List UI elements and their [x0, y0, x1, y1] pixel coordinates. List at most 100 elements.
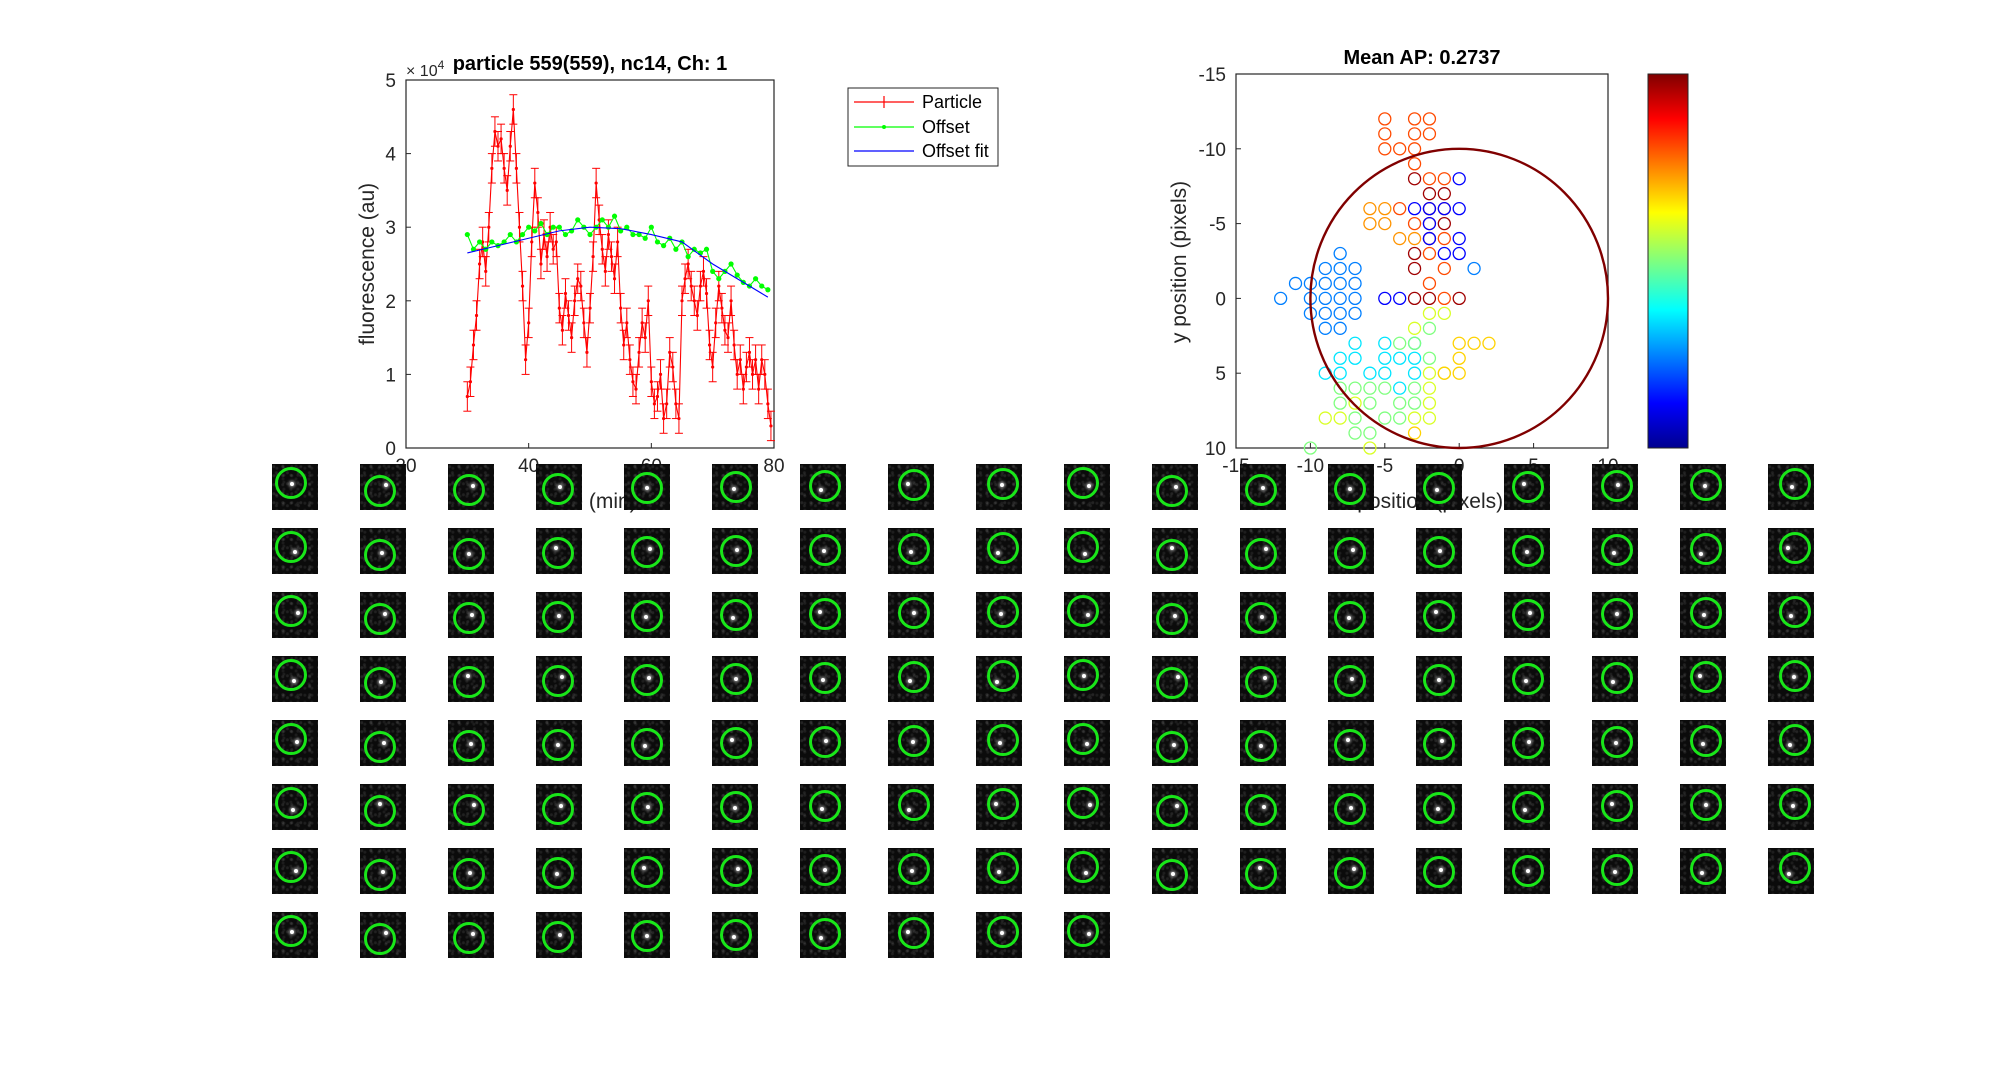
- left-ytick-label: 4: [385, 145, 396, 166]
- position-point: [1407, 411, 1422, 425]
- position-point: [1348, 411, 1362, 425]
- left-ytick-label: 5: [385, 71, 396, 92]
- particle-point: [524, 358, 528, 362]
- position-point: [1407, 396, 1422, 410]
- offset-point: [691, 246, 697, 252]
- particle-point: [502, 166, 506, 170]
- offset-point: [526, 224, 532, 230]
- position-point: [1452, 291, 1466, 306]
- particle-point: [643, 336, 647, 340]
- position-point: [1333, 291, 1347, 306]
- colorbar: [1647, 73, 1689, 449]
- position-point: [1393, 231, 1407, 246]
- particle-point: [738, 358, 742, 362]
- particle-point: [484, 269, 488, 273]
- particle-point: [655, 394, 660, 399]
- position-point: [1407, 426, 1422, 440]
- particle-point: [704, 291, 709, 296]
- position-point: [1318, 276, 1332, 291]
- particle-point: [594, 181, 598, 185]
- particle-point: [677, 416, 681, 421]
- position-point: [1452, 201, 1466, 216]
- particle-point: [490, 166, 494, 170]
- position-point: [1407, 112, 1422, 126]
- position-point: [1393, 336, 1407, 350]
- particle-point: [539, 262, 543, 266]
- particle-point: [757, 387, 761, 391]
- offset-point: [519, 231, 526, 238]
- particle-point: [720, 306, 724, 310]
- particle-point: [741, 387, 745, 391]
- position-point: [1333, 381, 1347, 395]
- position-point: [1437, 366, 1451, 380]
- position-point: [1333, 306, 1347, 321]
- position-point: [1378, 142, 1392, 156]
- position-point: [1407, 231, 1422, 246]
- nucleus-boundary-circle: [1309, 147, 1610, 450]
- particle-point: [729, 299, 733, 303]
- left-ytick-label: 1: [385, 365, 396, 386]
- position-point: [1407, 381, 1422, 395]
- particle-point: [487, 225, 491, 229]
- position-point: [1407, 336, 1422, 350]
- right-xtick-label: 10: [1597, 456, 1618, 477]
- position-point: [1422, 231, 1437, 246]
- position-point: [1363, 426, 1377, 440]
- particle-point: [637, 350, 641, 354]
- right-ylabel: y position (pixels): [1168, 181, 1191, 343]
- position-point: [1437, 261, 1451, 276]
- particle-point: [769, 424, 773, 428]
- position-point: [1422, 321, 1437, 335]
- left-xtick-label: 20: [395, 456, 416, 477]
- particle-point: [514, 166, 519, 170]
- position-point: [1348, 351, 1362, 365]
- particle-point: [530, 240, 534, 244]
- position-point: [1422, 351, 1437, 365]
- position-point: [1422, 366, 1437, 380]
- position-point: [1333, 276, 1347, 291]
- position-point: [1348, 396, 1362, 410]
- particle-point: [665, 402, 669, 406]
- particle-point: [658, 372, 663, 376]
- position-point: [1348, 306, 1362, 321]
- offset-point: [470, 246, 477, 252]
- left-title: particle 559(559), nc14, Ch: 1: [453, 53, 728, 75]
- right-xtick-label: -5: [1376, 456, 1393, 477]
- particle-point: [634, 387, 638, 391]
- particle-point: [600, 247, 604, 251]
- right-xtick-label: -15: [1222, 456, 1249, 477]
- position-point: [1393, 201, 1407, 216]
- particle-point: [570, 336, 574, 340]
- left-ytick-label: 2: [385, 292, 396, 313]
- particle-point: [496, 144, 500, 148]
- position-point: [1407, 201, 1422, 216]
- position-point: [1363, 396, 1377, 410]
- right-ytick-label: 10: [1205, 439, 1226, 460]
- right-ytick-label: 0: [1215, 289, 1226, 310]
- position-point: [1348, 336, 1362, 350]
- position-point: [1378, 366, 1392, 380]
- position-point: [1422, 306, 1437, 321]
- right-ytick-label: -5: [1209, 215, 1226, 236]
- particle-point: [560, 328, 565, 332]
- position-point: [1422, 246, 1437, 261]
- particle-point: [517, 225, 522, 229]
- offset-point: [728, 261, 734, 267]
- offset-point: [685, 254, 691, 260]
- position-point: [1393, 291, 1407, 306]
- particle-point: [680, 299, 684, 303]
- position-point: [1378, 411, 1392, 425]
- right-ytick-label: -10: [1199, 140, 1226, 161]
- particle-point: [649, 380, 653, 384]
- position-point: [1422, 381, 1437, 395]
- particle-point: [616, 240, 620, 244]
- position-point: [1422, 201, 1437, 216]
- left-xtick-label: 80: [763, 456, 784, 477]
- particle-point: [520, 284, 525, 288]
- offset-point: [648, 224, 654, 230]
- position-point: [1407, 351, 1422, 365]
- position-point: [1467, 336, 1481, 350]
- offset-point: [734, 272, 740, 278]
- particle-point: [573, 299, 577, 303]
